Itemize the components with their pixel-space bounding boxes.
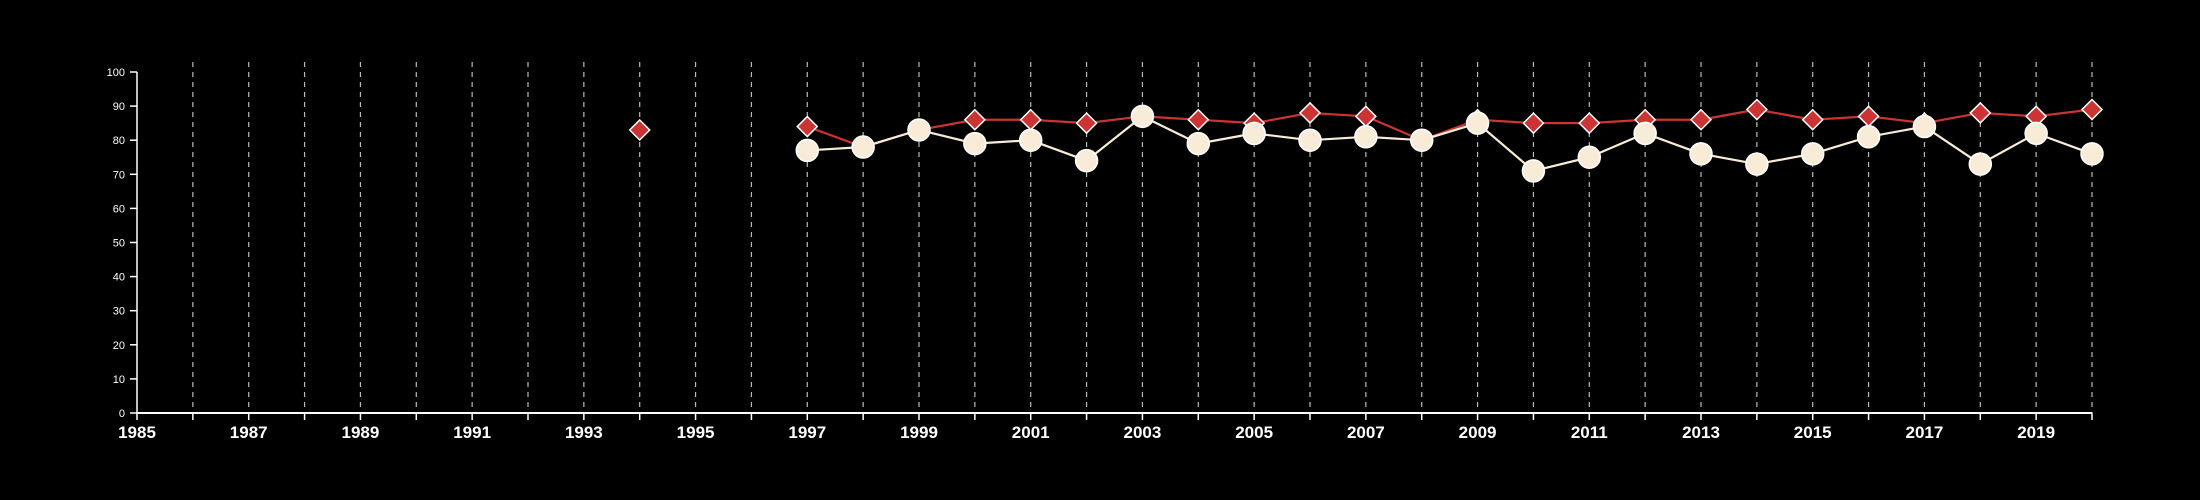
data-point-diamond — [1801, 108, 1824, 131]
series-line-segment — [1476, 122, 1535, 172]
y-tick-label: 10 — [113, 374, 125, 386]
y-tick-label: 40 — [113, 272, 125, 284]
series-line-segment — [1085, 115, 1144, 162]
data-point-circle — [1409, 128, 1434, 152]
data-point-diamond — [1689, 108, 1713, 131]
data-point-circle — [1689, 142, 1713, 166]
data-point-circle — [1856, 125, 1881, 149]
data-point-diamond — [1075, 112, 1098, 135]
data-point-diamond — [1969, 101, 1992, 124]
data-point-circle — [851, 135, 875, 159]
y-tick-label: 70 — [113, 169, 125, 181]
x-tick-label: 2007 — [1347, 423, 1385, 442]
x-tick-label: 2009 — [1459, 423, 1497, 442]
data-point-diamond — [1745, 98, 1768, 121]
data-point-diamond — [2080, 98, 2104, 121]
data-point-circle — [1745, 152, 1769, 176]
data-point-diamond — [1019, 108, 1042, 131]
y-tick-label: 90 — [113, 101, 125, 113]
data-point-circle — [2080, 142, 2104, 166]
x-tick-label: 2019 — [2017, 423, 2055, 442]
data-point-diamond — [1354, 105, 1377, 128]
data-point-circle — [1186, 131, 1211, 156]
x-tick-label: 1987 — [230, 423, 268, 442]
data-point-diamond — [1298, 101, 1322, 124]
x-tick-label: 2017 — [1906, 423, 1944, 442]
x-tick-label: 2001 — [1012, 423, 1050, 442]
data-point-circle — [1242, 121, 1266, 146]
data-point-diamond — [796, 115, 819, 138]
data-point-diamond — [1187, 108, 1210, 131]
data-point-circle — [1800, 142, 1825, 166]
grid-layer — [192, 62, 2093, 413]
x-tick-label: 2013 — [1682, 423, 1720, 442]
data-point-circle — [1912, 114, 1937, 139]
data-point-circle — [1968, 152, 1993, 176]
data-point-circle — [1298, 128, 1322, 152]
data-point-diamond — [1578, 112, 1601, 135]
x-tick-label: 1995 — [677, 423, 715, 442]
data-point-circle — [907, 118, 931, 142]
data-point-circle — [1074, 148, 1099, 173]
y-tick-label: 80 — [113, 135, 125, 147]
data-point-circle — [1633, 121, 1657, 146]
y-tick-label: 50 — [113, 238, 125, 250]
data-point-circle — [1018, 128, 1043, 152]
x-tick-label: 1997 — [788, 423, 826, 442]
data-point-circle — [2024, 121, 2048, 146]
x-tick-label: 1991 — [453, 423, 491, 442]
x-tick-label: 2011 — [1571, 423, 1608, 442]
x-tick-label: 1985 — [118, 423, 156, 442]
data-point-circle — [1354, 125, 1378, 149]
x-tick-label: 2015 — [1794, 423, 1832, 442]
x-tick-label: 2005 — [1235, 423, 1273, 442]
x-tick-label: 1993 — [565, 423, 603, 442]
x-tick-label: 2003 — [1124, 423, 1162, 442]
data-point-circle — [795, 138, 820, 163]
data-point-circle — [963, 131, 987, 156]
data-point-circle — [1130, 104, 1155, 129]
data-point-circle — [1521, 159, 1546, 183]
data-point-diamond — [1857, 105, 1880, 128]
axis-layer: 0 10 20 30 40 50 60 70 80 90 100 1985 1987 1989 1991 19… — [107, 67, 2093, 442]
y-tick-label: 30 — [113, 306, 125, 318]
y-tick-label: 20 — [113, 340, 125, 352]
data-point-diamond — [628, 118, 651, 142]
data-point-diamond — [1522, 112, 1545, 135]
y-tick-label: 60 — [113, 203, 125, 215]
data-point-circle — [1465, 111, 1490, 135]
x-tick-label: 1989 — [342, 423, 380, 442]
series-diamond — [628, 98, 2104, 159]
y-tick-label: 0 — [119, 408, 125, 420]
y-tick-label: 100 — [107, 67, 125, 79]
series-layer — [628, 98, 2104, 183]
series-circle — [795, 104, 2104, 183]
data-point-circle — [1577, 145, 1602, 169]
x-tick-label: 1999 — [900, 423, 938, 442]
data-point-diamond — [963, 108, 986, 131]
